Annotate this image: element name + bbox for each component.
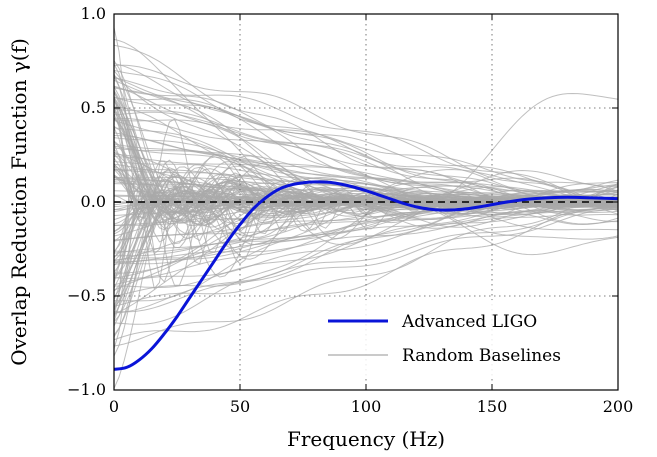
- legend-box: [318, 300, 610, 378]
- y-tick-label: 0.5: [81, 98, 106, 117]
- random-baseline-curve: [114, 127, 618, 221]
- legend-label-advanced-ligo: Advanced LIGO: [401, 312, 537, 332]
- random-baseline-curve: [114, 157, 618, 210]
- random-baseline-curve: [114, 147, 618, 197]
- y-axis-label: Overlap Reduction Function γ(f): [7, 38, 31, 366]
- advanced-ligo-curve: [114, 180, 618, 371]
- y-tick-label: 0.0: [81, 192, 106, 211]
- legend-label-random-baselines: Random Baselines: [402, 346, 561, 366]
- y-tick-label: 1.0: [81, 4, 106, 23]
- legend: Advanced LIGO Random Baselines: [318, 300, 610, 378]
- random-baseline-curve: [114, 203, 618, 263]
- x-tick-label: 150: [477, 397, 508, 416]
- x-tick-label: 0: [109, 397, 119, 416]
- x-tick-label: 100: [351, 397, 382, 416]
- y-tick-label: −1.0: [67, 380, 106, 399]
- random-baseline-curve: [114, 77, 618, 207]
- x-tick-label: 50: [230, 397, 250, 416]
- random-baseline-curve: [114, 91, 618, 213]
- random-baseline-curve: [114, 76, 618, 226]
- x-axis-label: Frequency (Hz): [287, 427, 445, 451]
- random-baseline-curve: [114, 164, 618, 349]
- random-baseline-curve: [114, 190, 618, 347]
- advanced-ligo-group: [114, 180, 618, 371]
- y-tick-label: −0.5: [67, 286, 106, 305]
- x-tick-label: 200: [603, 397, 634, 416]
- random-baseline-curve: [114, 64, 618, 212]
- axis-ticks: 0 50 100 150 200 −1.0 −0.5 0.0 0.5 1.0: [67, 4, 633, 416]
- grid: [114, 14, 618, 390]
- random-baseline-curve: [114, 176, 618, 315]
- random-baseline-curve: [114, 208, 618, 307]
- random-baseline-curve: [114, 86, 618, 225]
